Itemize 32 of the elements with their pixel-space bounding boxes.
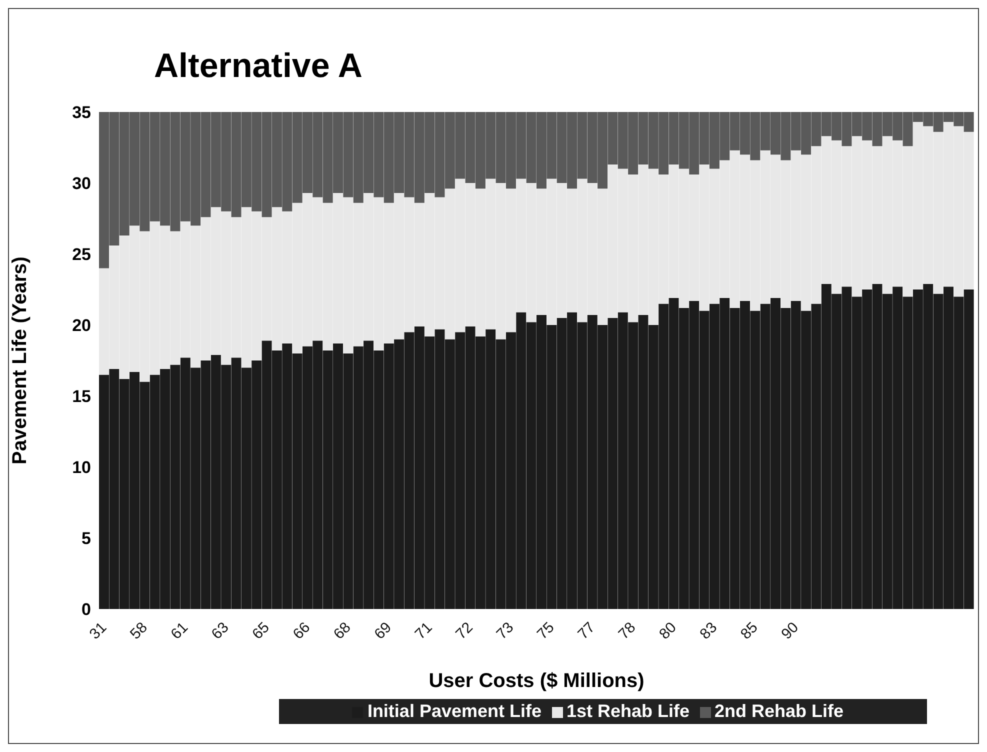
x-tick-label: 77	[574, 618, 598, 643]
x-tick-label: 68	[330, 618, 354, 643]
x-tick-label: 80	[656, 618, 680, 643]
x-tick-label: 65	[249, 618, 273, 643]
x-axis-title: User Costs ($ Millions)	[428, 670, 644, 692]
x-tick-label: 83	[696, 618, 721, 643]
x-tick-label: 66	[290, 618, 314, 643]
x-tick-label: 63	[208, 618, 232, 643]
x-tick-label: 61	[168, 618, 192, 643]
x-tick-label: 78	[615, 618, 640, 643]
y-tick-label: 35	[72, 103, 91, 122]
x-tick-label: 58	[126, 618, 151, 643]
x-tick-label: 72	[452, 618, 476, 643]
y-tick-label: 20	[72, 316, 91, 336]
x-tick-label: 85	[737, 618, 762, 643]
y-tick-label: 25	[72, 245, 91, 264]
x-tick-label: 75	[534, 618, 558, 643]
y-tick-label: 5	[82, 529, 91, 548]
x-tick-label: 90	[778, 618, 802, 643]
legend-label: 1st Rehab Life	[566, 701, 690, 721]
x-tick-label: 71	[412, 618, 436, 643]
x-tick-label: 73	[493, 618, 518, 643]
chart-title: Alternative A	[154, 47, 362, 86]
x-tick-label: 31	[86, 618, 110, 643]
legend-label: Initial Pavement Life	[367, 701, 542, 721]
y-tick-label: 0	[82, 600, 91, 620]
y-axis-title: Pavement Life (Years)	[9, 256, 32, 464]
x-tick-label: 69	[371, 618, 395, 643]
y-tick-label: 15	[72, 387, 91, 406]
y-tick-label: 30	[72, 174, 91, 194]
legend-label: 2nd Rehab Life	[714, 701, 844, 721]
y-tick-label: 10	[72, 458, 91, 478]
